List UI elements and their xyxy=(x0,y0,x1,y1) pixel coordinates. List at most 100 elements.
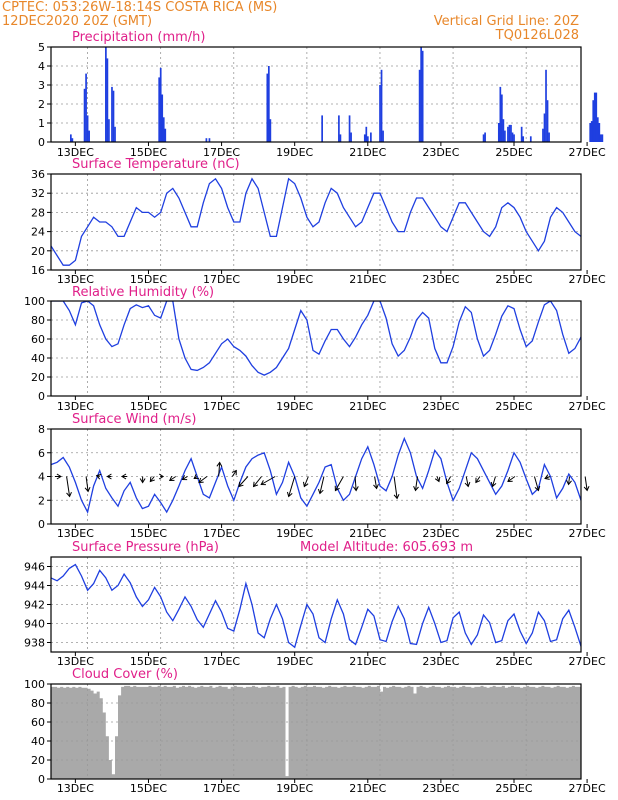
wind-arrowhead xyxy=(56,473,62,480)
precip-ytick-label: 4 xyxy=(38,60,45,73)
precip-bar xyxy=(420,47,422,142)
precip-bar xyxy=(365,126,368,142)
pressure-xtick-label: 13DEC xyxy=(57,655,94,668)
precip-bar xyxy=(106,58,109,142)
wind-arrowhead xyxy=(434,476,441,483)
cloud-xtick-label: 19DEC xyxy=(276,782,313,795)
wind-arrow xyxy=(231,470,237,477)
cloud-xtick-label: 27DEC xyxy=(569,782,606,795)
temp-line xyxy=(51,177,581,266)
precip-frame xyxy=(50,46,582,143)
temp-ytick-label: 36 xyxy=(31,168,45,181)
precip-bar xyxy=(159,67,162,142)
cloud-frame xyxy=(50,683,582,780)
wind-arrowhead xyxy=(566,480,572,486)
wind-arrow xyxy=(354,476,357,491)
wind-arrow xyxy=(319,476,325,494)
temp-xtick-label: 15DEC xyxy=(130,273,167,286)
temp-ytick-label: 24 xyxy=(31,226,45,239)
wind-xtick-label: 21DEC xyxy=(349,527,386,540)
precip-bar xyxy=(510,124,512,142)
wind-arrow xyxy=(66,476,71,497)
wind-arrow xyxy=(149,476,155,482)
wind-arrowhead xyxy=(181,475,188,481)
wind-arrowhead xyxy=(260,480,266,486)
cloud-cover-area xyxy=(51,685,581,779)
pressure-grid xyxy=(47,557,581,652)
pressure-series-line xyxy=(51,563,581,649)
cloud-grid xyxy=(47,683,581,780)
precip-bar xyxy=(111,86,113,142)
wind-arrowhead xyxy=(252,481,259,488)
rh-xtick-label: 21DEC xyxy=(349,400,386,413)
cloud-x-labels: 13DEC 15DEC 17DEC 19DEC 21DEC 23DEC 25DEC 27DEC xyxy=(57,779,606,795)
precip-bar xyxy=(484,132,486,142)
pressure-xtick-label: 17DEC xyxy=(203,655,240,668)
precip-panel: Precipitation (mm/h) 0 1 2 3 4 5 13DEC 15DEC 17… xyxy=(38,30,606,159)
cloud-ytick-label: 40 xyxy=(31,735,45,748)
wind-series-line xyxy=(51,436,581,514)
wind-arrowhead xyxy=(334,485,340,492)
precip-x-labels: 13DEC 15DEC 17DEC 19DEC 21DEC 23DEC 25DEC 27DEC xyxy=(57,142,606,159)
rh-xtick-label: 27DEC xyxy=(569,400,606,413)
precip-bar xyxy=(545,69,547,142)
precip-bar xyxy=(208,138,211,142)
wind-arrowhead xyxy=(121,473,127,480)
precip-xtick-label: 21DEC xyxy=(349,146,386,159)
wind-arrow xyxy=(533,476,539,491)
wind-arrowhead xyxy=(413,485,419,492)
precip-bar xyxy=(546,100,549,142)
precip-xtick-label: 27DEC xyxy=(569,146,606,159)
rh-ytick-label: 80 xyxy=(31,314,45,327)
wind-arrow xyxy=(182,476,188,480)
pressure-xtick-label: 19DEC xyxy=(276,655,313,668)
wind-arrow xyxy=(393,476,398,499)
pressure-xtick-label: 21DEC xyxy=(349,655,386,668)
rh-x-labels: 13DEC 15DEC 17DEC 19DEC 21DEC 23DEC 25DEC 27DEC xyxy=(57,396,606,413)
temp-grid xyxy=(47,173,581,271)
precip-bar xyxy=(370,132,372,142)
precip-bar xyxy=(590,121,593,142)
wind-frame xyxy=(50,428,582,525)
cloud-xtick-label: 23DEC xyxy=(422,782,459,795)
precip-bar xyxy=(497,123,500,142)
pressure-xtick-label: 15DEC xyxy=(130,655,167,668)
wind-arrowhead xyxy=(352,486,359,492)
cloud-xtick-label: 21DEC xyxy=(349,782,386,795)
precip-bar xyxy=(88,130,90,142)
precip-bar xyxy=(339,134,342,142)
temp-title: Surface Temperature (nC) xyxy=(72,157,240,172)
precip-bar xyxy=(601,134,604,142)
cloud-xtick-label: 13DEC xyxy=(57,782,94,795)
precip-bar xyxy=(522,136,525,142)
cloud-y-labels: 0 20 40 60 80 100 xyxy=(24,678,45,786)
precip-xtick-label: 17DEC xyxy=(203,146,240,159)
temp-panel: Surface Temperature (nC) 16 20 24 28 32 36 13… xyxy=(31,157,606,286)
precip-bar xyxy=(593,92,596,142)
precip-bar xyxy=(511,132,514,142)
wind-x-labels: 13DEC 15DEC 17DEC 19DEC 21DEC 23DEC 25DEC 27DEC xyxy=(57,524,606,540)
precip-bar xyxy=(83,88,86,142)
precip-bar xyxy=(513,134,515,142)
wind-arrowhead xyxy=(393,493,400,500)
precip-bar xyxy=(599,134,602,142)
wind-ytick-label: 6 xyxy=(38,447,45,460)
temp-xtick-label: 25DEC xyxy=(495,273,532,286)
precip-grid xyxy=(47,46,581,143)
precip-bar xyxy=(542,128,544,142)
precip-bar xyxy=(598,123,601,142)
wind-arrow xyxy=(238,476,249,487)
wind-arrowhead xyxy=(149,476,155,483)
wind-arrowhead xyxy=(286,491,293,498)
rh-xtick-label: 15DEC xyxy=(130,400,167,413)
pressure-xtick-label: 23DEC xyxy=(422,655,459,668)
wind-xtick-label: 27DEC xyxy=(569,527,606,540)
wind-arrow xyxy=(85,476,89,492)
temp-ytick-label: 32 xyxy=(31,187,45,200)
temp-xtick-label: 21DEC xyxy=(349,273,386,286)
rh-panel: Relative Humidity (%) 0 20 40 60 80 100 13DEC… xyxy=(24,285,606,413)
rh-xtick-label: 19DEC xyxy=(276,400,313,413)
precip-bar xyxy=(269,119,272,142)
cloud-ytick-label: 0 xyxy=(38,773,45,786)
precip-xtick-label: 19DEC xyxy=(276,146,313,159)
